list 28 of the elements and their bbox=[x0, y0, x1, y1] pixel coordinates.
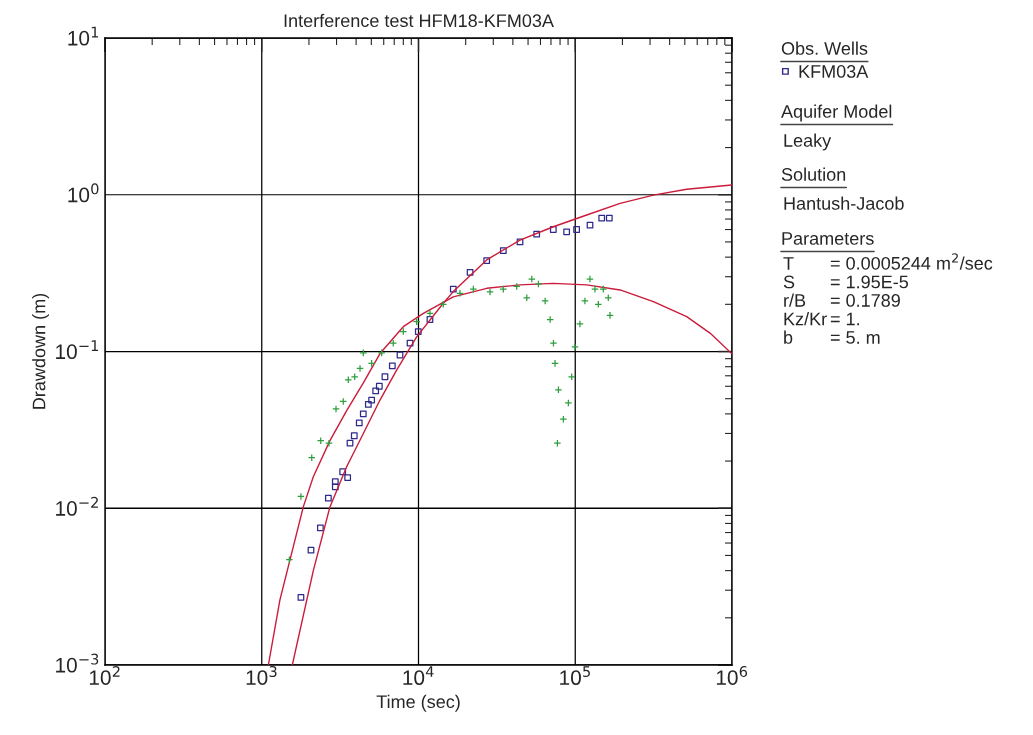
x-tick-label: 10$^{6}$ bbox=[716, 666, 748, 685]
text: Kz/Kr bbox=[784, 312, 827, 326]
text: Solution bbox=[781, 167, 846, 181]
text: Obs. Wells bbox=[781, 41, 868, 55]
text: Hantush-Jacob bbox=[784, 196, 904, 210]
chart-title: Interference test HFM18-KFM03A bbox=[284, 13, 554, 28]
x-tick-label: 10$^{4}$ bbox=[403, 666, 434, 686]
text: b bbox=[784, 330, 793, 344]
x-tick-label: 10$^{5}$ bbox=[560, 666, 590, 686]
text: r/B bbox=[784, 293, 806, 307]
x-tick-label: 10$^{3}$ bbox=[246, 666, 277, 685]
y-tick-label: 10$^{1}$ bbox=[68, 26, 99, 46]
text: = 0.0005244 m$^{2}$/sec bbox=[830, 253, 993, 270]
text: Parameters bbox=[782, 232, 874, 245]
y-tick-label: 10$^{−2}$ bbox=[56, 496, 98, 516]
y-tick-label: 10$^{−1}$ bbox=[56, 340, 99, 360]
text: Aquifer Model bbox=[781, 104, 892, 122]
text: = 5. m bbox=[830, 331, 880, 344]
text: T bbox=[783, 257, 794, 270]
x-axis-title: Time (sec) bbox=[376, 694, 460, 712]
text: = 0.1789 bbox=[830, 294, 900, 307]
legend-label: KFM03A bbox=[799, 65, 869, 78]
text: = 1.95E-5 bbox=[830, 275, 909, 289]
text: Leaky bbox=[784, 133, 832, 151]
y-axis-title: Drawdown (m) bbox=[32, 293, 49, 409]
y-tick-label: 10$^{0}$ bbox=[68, 183, 99, 203]
text: = 1. bbox=[830, 312, 859, 326]
text: S bbox=[783, 275, 795, 289]
